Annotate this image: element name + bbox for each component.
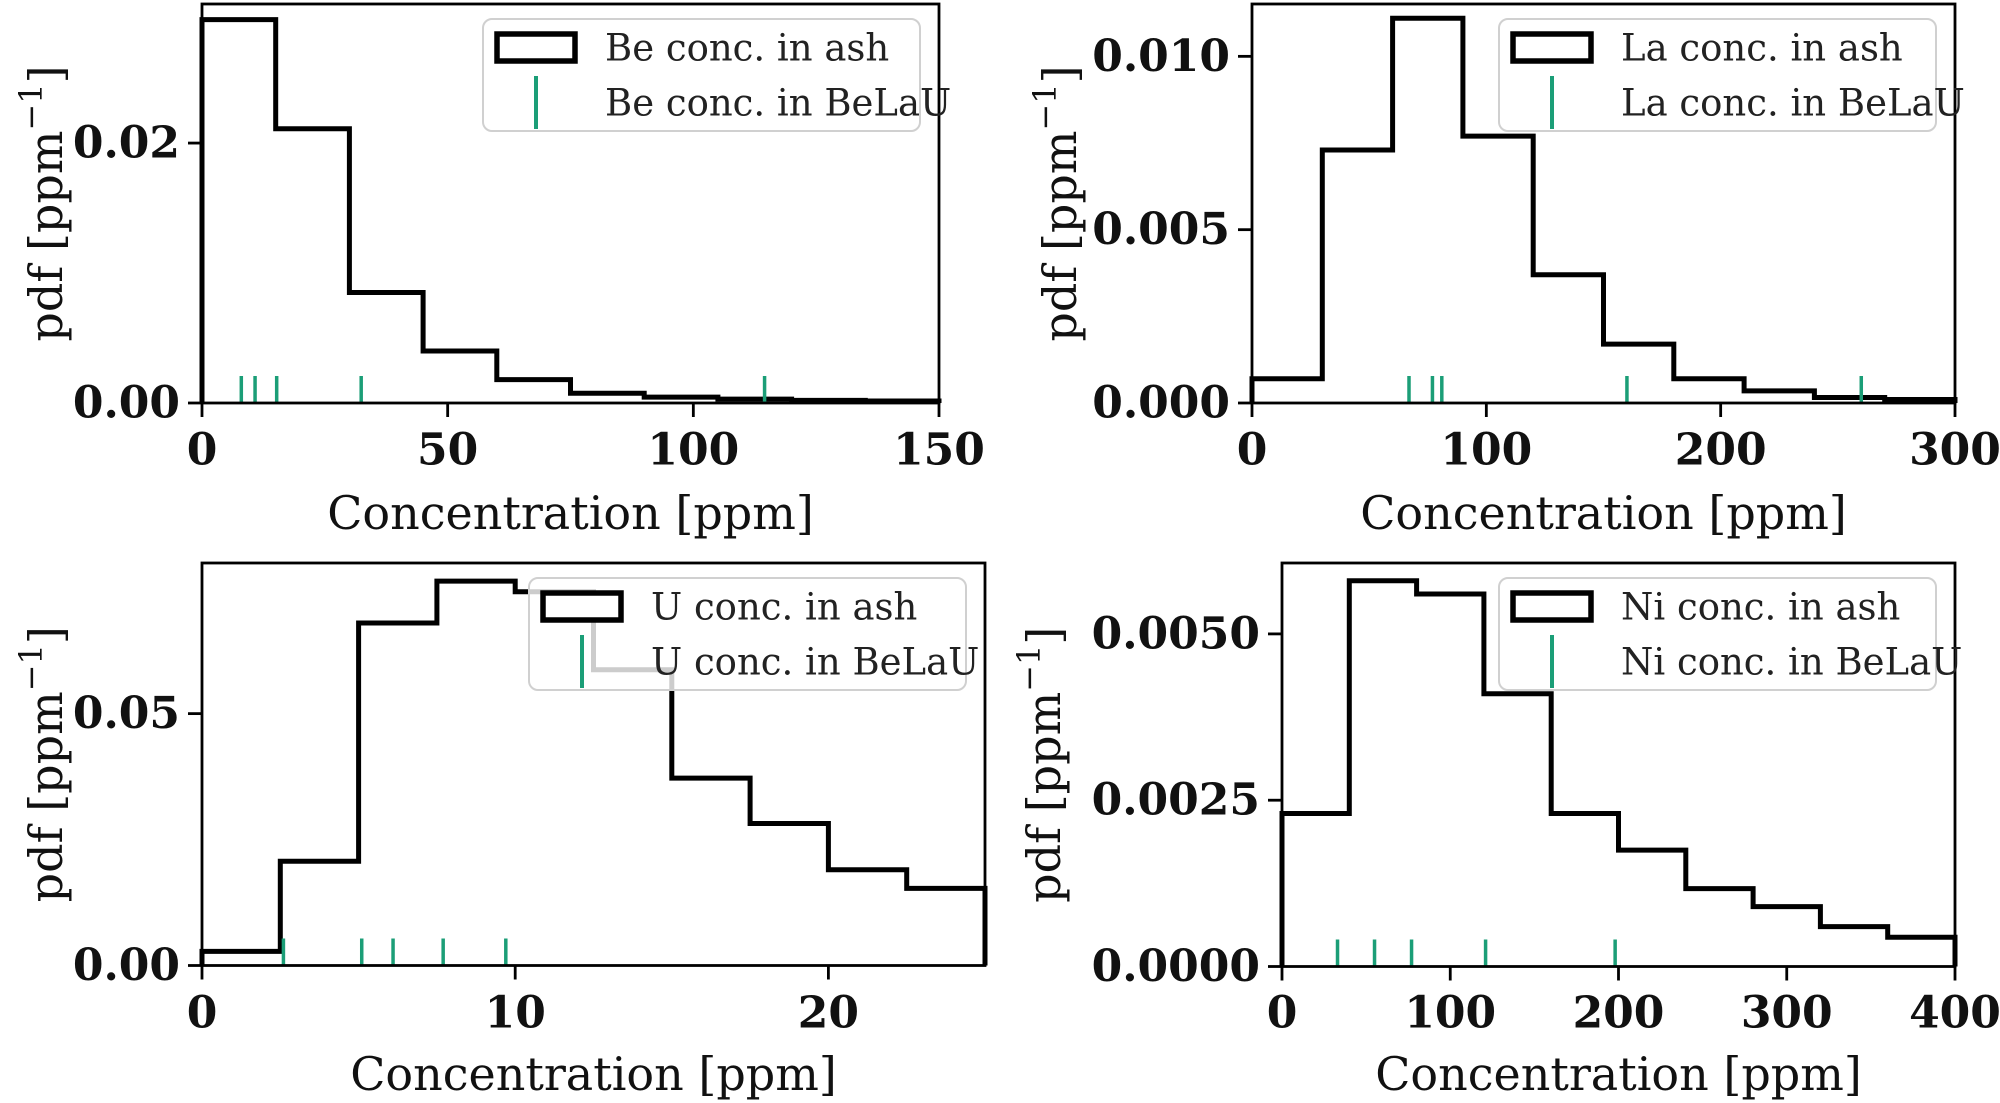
x-tick-label: 100 [647,425,739,476]
x-axis-label: Concentration [ppm] [350,1047,837,1101]
axes-box-be [200,2,941,405]
legend-label-belau: Be conc. in BeLaU [605,82,951,125]
legend-label-belau: U conc. in BeLaU [651,641,979,684]
legend-label-belau: Ni conc. in BeLaU [1621,641,1962,684]
y-tick-label: 0.005 [1092,204,1230,255]
legend-be: Be conc. in ash Be conc. in BeLaU [482,18,951,132]
y-tick-label: 0.0050 [1092,608,1260,659]
y-axis-label: pdf [ppm−1] [1026,65,1087,341]
x-tick-label: 400 [1909,988,2000,1039]
x-tick-label: 0 [187,425,218,476]
legend-label-ash: Ni conc. in ash [1621,586,1900,629]
y-tick-label: 0.00 [73,940,180,991]
x-tick-label: 300 [1741,988,1833,1039]
legend-u: U conc. in ash U conc. in BeLaU [528,577,979,691]
legend-frame [1498,18,1937,132]
legend-histogram-key-icon [1510,31,1594,64]
belau-rug-u [281,938,508,965]
subplot-ni: 0 100 200 300 400 0.0000 0.0025 0.0050 Concentra… [1010,561,2000,1101]
belau-rug-be [239,376,767,402]
subplot-la: 0 100 200 300 0.000 0.005 0.010 Concentration [… [1026,2,2000,540]
y-axis-label: pdf [ppm−1] [12,65,73,341]
legend-histogram-key-icon [540,590,624,623]
y-tick-label: 0.000 [1092,378,1230,429]
belau-rug-la [1407,376,1864,402]
legend-frame [528,577,967,691]
x-tick-label: 100 [1404,988,1496,1039]
legend-label-belau: La conc. in BeLaU [1621,82,1965,125]
y-tick-label: 0.05 [73,688,180,739]
y-tick-label: 0.02 [73,118,180,169]
legend-histogram-key-icon [1510,590,1594,623]
y-tick-label: 0.010 [1092,31,1230,82]
legend-la: La conc. in ash La conc. in BeLaU [1498,18,1965,132]
belau-rug-ni [1335,939,1617,966]
x-tick-label: 0 [1267,988,1298,1039]
x-axis-label: Concentration [ppm] [1360,486,1847,540]
y-axis-label: pdf [ppm−1] [12,626,73,902]
y-tick-label: 0.0025 [1092,775,1260,826]
legend-label-ash: U conc. in ash [651,586,917,629]
legend-label-ash: Be conc. in ash [605,27,889,70]
subplot-be: 0 50 100 150 0.00 0.02 Concentration [ppm] pdf … [12,2,985,540]
x-tick-label: 300 [1909,425,2000,476]
legend-frame [1498,577,1937,691]
subplot-u: 0 10 20 0.00 0.05 Concentration [ppm] pdf [ppm… [12,561,988,1101]
x-tick-label: 50 [417,425,478,476]
axes-box-u [200,561,987,967]
x-tick-label: 20 [798,988,859,1039]
x-tick-label: 200 [1675,425,1767,476]
histogram-step-ni [1279,578,1958,967]
y-axis-label: pdf [ppm−1] [1010,627,1071,903]
x-axis-label: Concentration [ppm] [327,486,814,540]
legend-histogram-key-icon [494,31,578,64]
x-tick-label: 0 [187,988,218,1039]
x-tick-label: 150 [893,425,985,476]
x-tick-label: 10 [485,988,546,1039]
histogram-step-be [199,17,942,404]
y-tick-label: 0.00 [73,378,180,429]
legend-frame [482,18,921,132]
axes-box-la [1250,2,1957,405]
x-tick-label: 0 [1237,425,1268,476]
x-tick-label: 200 [1573,988,1665,1039]
legend-label-ash: La conc. in ash [1621,27,1903,70]
x-tick-label: 100 [1440,425,1532,476]
y-tick-label: 0.0000 [1092,941,1260,992]
legend-ni: Ni conc. in ash Ni conc. in BeLaU [1498,577,1962,691]
x-axis-label: Concentration [ppm] [1375,1047,1862,1101]
histogram-step-la [1249,15,1958,403]
